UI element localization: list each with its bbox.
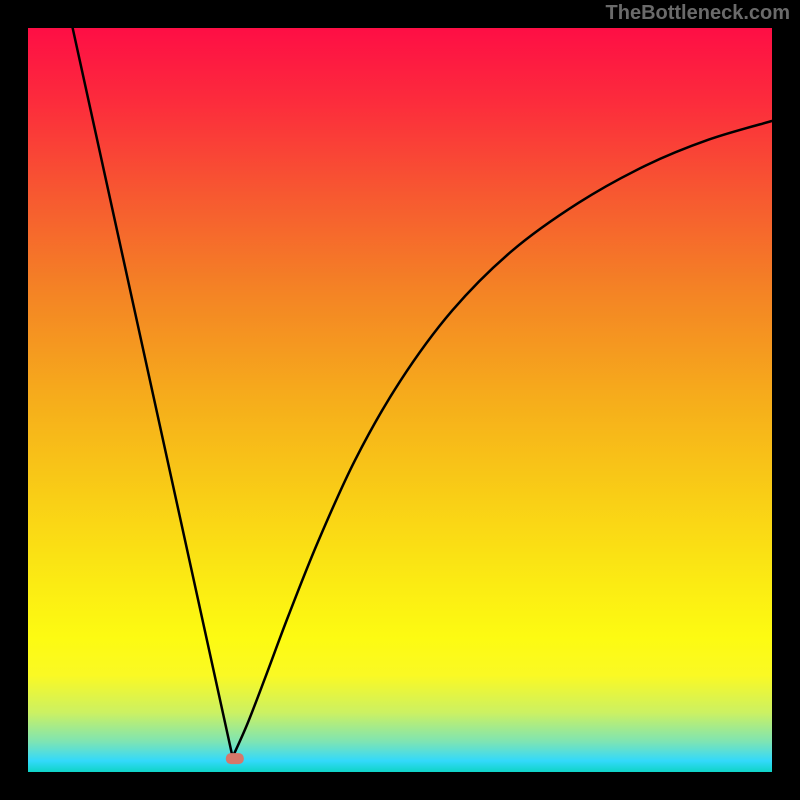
bottleneck-curve [73,28,772,757]
watermark-text: TheBottleneck.com [606,2,790,25]
chart-frame: TheBottleneck.com [0,0,800,800]
plot-area [28,28,772,772]
curve-layer [28,28,772,772]
minimum-marker [226,753,244,764]
